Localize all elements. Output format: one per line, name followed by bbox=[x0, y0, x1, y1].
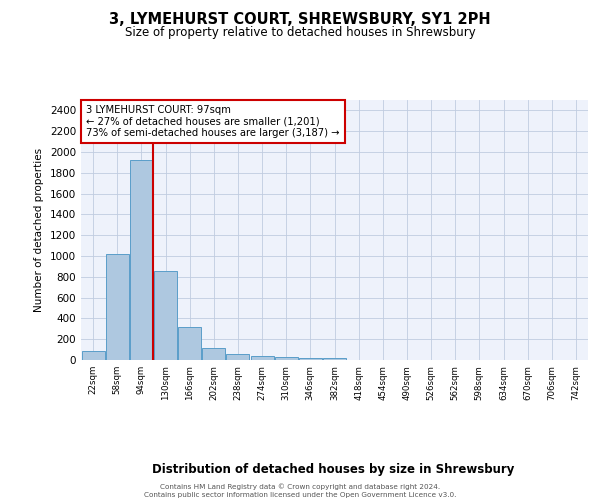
Bar bbox=[82, 350, 104, 360]
Y-axis label: Number of detached properties: Number of detached properties bbox=[34, 148, 44, 312]
Bar bbox=[130, 160, 153, 360]
Bar bbox=[299, 358, 322, 360]
Bar bbox=[202, 348, 225, 360]
Text: 3 LYMEHURST COURT: 97sqm
← 27% of detached houses are smaller (1,201)
73% of sem: 3 LYMEHURST COURT: 97sqm ← 27% of detach… bbox=[86, 105, 340, 138]
Text: Distribution of detached houses by size in Shrewsbury: Distribution of detached houses by size … bbox=[152, 462, 514, 475]
Text: Size of property relative to detached houses in Shrewsbury: Size of property relative to detached ho… bbox=[125, 26, 475, 39]
Bar bbox=[106, 254, 128, 360]
Bar bbox=[178, 326, 201, 360]
Bar bbox=[275, 358, 298, 360]
Bar bbox=[226, 354, 250, 360]
Bar bbox=[251, 356, 274, 360]
Bar bbox=[154, 270, 177, 360]
Text: 3, LYMEHURST COURT, SHREWSBURY, SY1 2PH: 3, LYMEHURST COURT, SHREWSBURY, SY1 2PH bbox=[109, 12, 491, 28]
Text: Contains HM Land Registry data © Crown copyright and database right 2024.
Contai: Contains HM Land Registry data © Crown c… bbox=[144, 484, 456, 498]
Bar bbox=[323, 358, 346, 360]
